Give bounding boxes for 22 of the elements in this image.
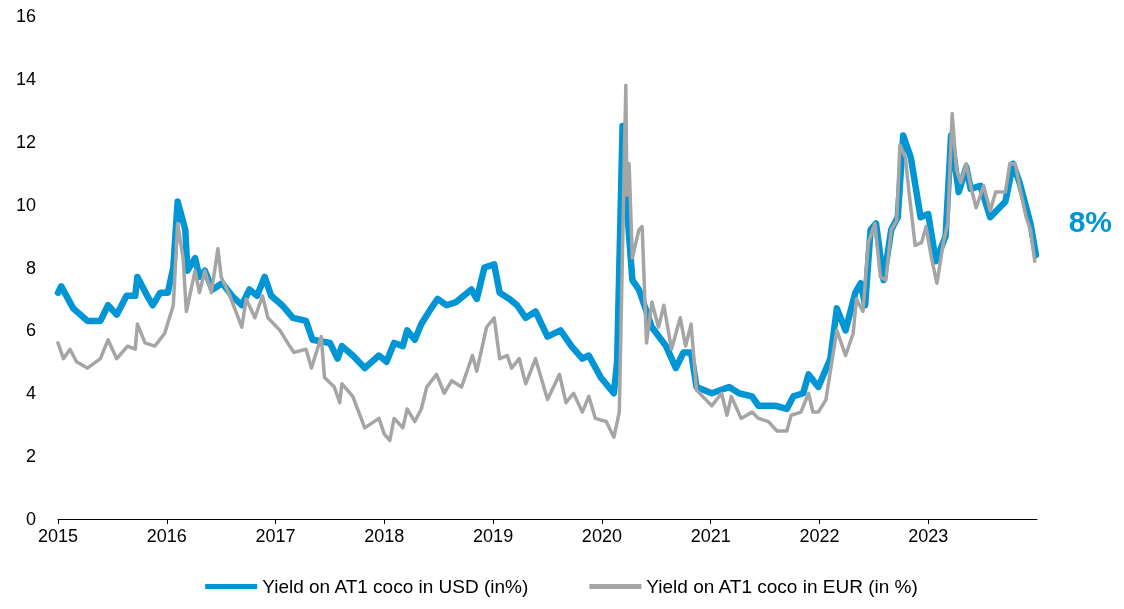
legend-label: Yield on AT1 coco in USD (in%) [262, 576, 529, 597]
x-tick-label: 2019 [473, 526, 514, 546]
text: 8% [1068, 204, 1112, 238]
y-tick-label: 0 [25, 509, 36, 529]
y-tick-label: 2 [25, 446, 36, 467]
x-tick-label: 2020 [581, 526, 622, 546]
x-tick-label: 2021 [690, 526, 731, 546]
line-series [56, 83, 1037, 443]
y-tick-label: 8 [25, 257, 36, 278]
y-tick-label: 4 [25, 383, 36, 404]
x-tick-label: 2017 [255, 526, 296, 546]
y-tick-label: 10 [15, 194, 36, 215]
x-tick-label: 2015 [37, 526, 79, 546]
x-tick-label: 2016 [146, 526, 187, 546]
y-tick-label: 14 [15, 68, 36, 89]
y-tick-label: 16 [15, 6, 36, 26]
x-tick-label: 2023 [908, 526, 949, 546]
x-tick-label: 2018 [364, 526, 405, 546]
y-tick-label: 6 [25, 320, 36, 341]
x-tick-label: 2022 [799, 526, 840, 546]
legend-label: Yield on AT1 coco in EUR (in %) [646, 576, 918, 597]
y-tick-label: 12 [15, 131, 36, 152]
